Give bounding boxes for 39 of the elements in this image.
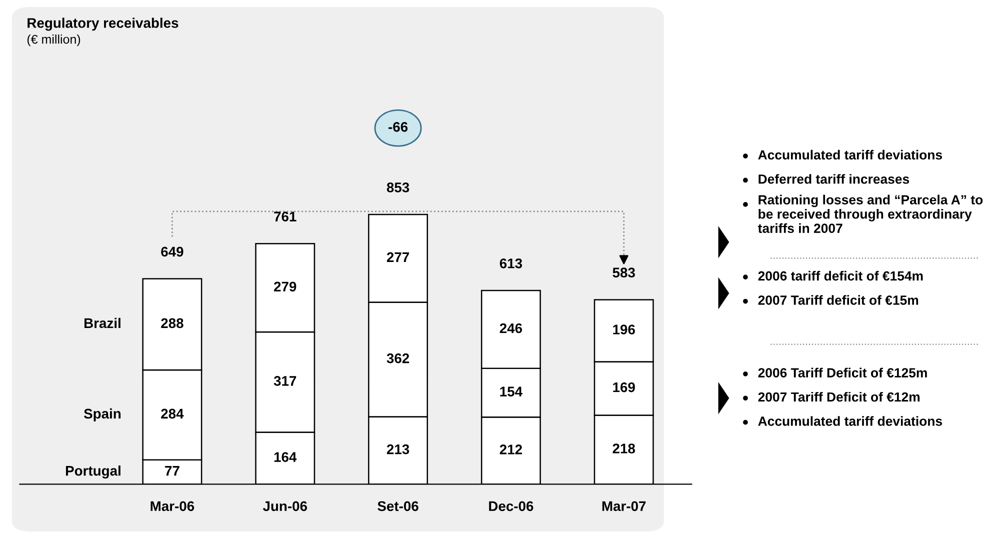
total-label: 761 <box>274 212 296 222</box>
text: 2007 Tariff Deficit of €12m <box>758 392 920 402</box>
x-tick-label: Mar-07 <box>602 501 646 512</box>
data-label: 284 <box>161 408 184 419</box>
data-label: 212 <box>500 444 522 454</box>
data-label: 279 <box>274 282 296 292</box>
series-label: Brazil <box>84 318 120 328</box>
text: Accumulated tariff deviations <box>758 416 942 426</box>
data-label: 218 <box>612 444 636 454</box>
data-label: 362 <box>386 353 410 364</box>
total-label: 649 <box>161 246 184 257</box>
x-tick-label: Dec-06 <box>489 501 534 512</box>
data-label: 213 <box>386 444 410 454</box>
data-label: 277 <box>386 252 409 262</box>
total-label: 583 <box>612 268 635 278</box>
text: 2006 tariff deficit of €154m <box>758 270 923 281</box>
text: -66 <box>388 122 408 132</box>
total-label: 613 <box>500 258 522 268</box>
data-label: 164 <box>274 452 297 462</box>
text: Accumulated tariff deviations <box>758 150 942 160</box>
data-label: 196 <box>613 324 635 334</box>
data-label: 169 <box>613 382 635 392</box>
data-label: 288 <box>161 318 184 328</box>
series-label: Spain <box>84 408 121 422</box>
data-label: 317 <box>274 376 296 386</box>
chart-title: Regulatory receivables <box>28 18 178 31</box>
chart-subtitle: (€ million) <box>27 34 80 46</box>
x-tick-label: Jun-06 <box>262 501 307 512</box>
series-label: Portugal <box>66 466 120 479</box>
data-label: 246 <box>500 323 522 334</box>
text: Deferred tariff increases <box>758 174 910 184</box>
text: Rationing losses and “Parcela A” to be received through extraordinary tariffs in 2007 <box>758 194 983 233</box>
data-label: 154 <box>500 386 522 396</box>
text: 2006 Tariff Deficit of €125m <box>758 368 927 378</box>
x-tick-label: Mar-06 <box>150 501 194 512</box>
x-tick-label: Set-06 <box>378 501 418 512</box>
data-label: 77 <box>165 466 180 476</box>
total-label: 853 <box>386 182 410 192</box>
text: 2007 Tariff deficit of €15m <box>758 295 918 305</box>
